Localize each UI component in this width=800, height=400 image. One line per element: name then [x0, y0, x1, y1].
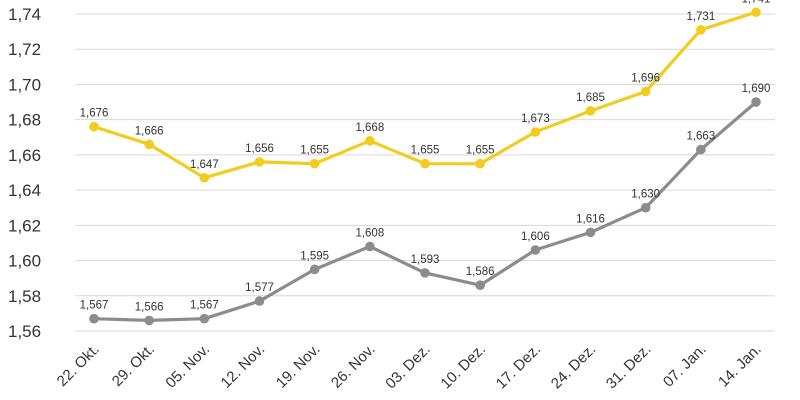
data-label: 1,690	[742, 83, 771, 95]
y-tick-label: 1,62	[8, 216, 41, 235]
x-tick-label: 17. Dez.	[493, 341, 545, 393]
y-tick-label: 1,60	[8, 252, 41, 271]
data-label: 1,566	[135, 301, 164, 313]
data-point	[365, 136, 375, 146]
data-point	[89, 121, 99, 132]
x-tick-label: 03. Dez.	[382, 341, 434, 393]
data-label: 1,595	[300, 250, 329, 262]
x-tick-label: 24. Dez.	[548, 341, 600, 393]
data-label: 1,655	[411, 145, 440, 157]
x-tick-label: 05. Nov.	[162, 341, 213, 392]
data-label: 1,655	[466, 145, 495, 157]
y-tick-label: 1,70	[8, 75, 41, 94]
x-tick-label: 07. Jan.	[660, 341, 710, 391]
y-axis-ticks: 1,56 1,58 1,60 1,62 1,64 1,66 1,68 1,70 1,72 1,74	[8, 5, 41, 341]
x-tick-label: 19. Nov.	[273, 341, 324, 392]
data-label: 1,741	[742, 0, 771, 5]
series-lines	[89, 7, 761, 326]
data-label: 1,731	[686, 11, 715, 23]
data-labels: 1,676 1,666 1,647 1,656 1,655 1,668 1,655 1,655…	[80, 0, 771, 313]
gridlines	[75, 13, 775, 332]
x-tick-label: 29. Okt.	[109, 341, 158, 390]
data-point	[254, 296, 265, 306]
y-tick-label: 1,72	[8, 40, 41, 59]
data-label: 1,647	[190, 159, 219, 171]
data-label: 1,567	[80, 300, 109, 312]
data-label: 1,567	[190, 300, 219, 312]
data-label: 1,696	[631, 72, 660, 84]
data-point	[530, 245, 541, 255]
data-point	[420, 268, 430, 278]
data-label: 1,673	[521, 113, 550, 125]
data-point	[254, 157, 265, 167]
data-label: 1,577	[245, 282, 274, 294]
data-point	[199, 313, 210, 324]
data-point	[420, 158, 430, 169]
data-label: 1,616	[576, 213, 605, 225]
data-point	[585, 227, 596, 238]
data-point	[696, 25, 706, 35]
data-point	[199, 172, 210, 183]
x-tick-label: 22. Okt.	[54, 341, 103, 390]
data-point	[144, 139, 154, 150]
data-label: 1,685	[576, 92, 605, 104]
data-point	[751, 97, 761, 107]
data-point	[530, 127, 541, 137]
data-label: 1,676	[80, 108, 109, 120]
data-label: 1,608	[355, 227, 384, 239]
data-point	[475, 280, 485, 291]
data-label: 1,630	[631, 189, 660, 201]
data-point	[89, 313, 99, 324]
data-label: 1,593	[411, 254, 440, 266]
data-label: 1,586	[466, 266, 495, 278]
data-point	[365, 241, 375, 252]
data-label: 1,668	[355, 122, 384, 134]
y-tick-label: 1,68	[8, 111, 41, 130]
y-tick-label: 1,56	[8, 322, 41, 341]
data-point	[696, 144, 706, 155]
x-tick-label: 12. Nov.	[218, 341, 269, 392]
x-tick-label: 10. Dez.	[437, 341, 489, 393]
x-tick-label: 26. Nov.	[328, 341, 379, 392]
data-point	[751, 7, 761, 18]
data-point	[144, 315, 154, 326]
y-tick-label: 1,58	[8, 287, 41, 306]
data-label: 1,666	[135, 125, 164, 137]
data-point	[309, 264, 320, 275]
data-label: 1,655	[300, 145, 329, 157]
data-label: 1,656	[245, 143, 274, 155]
data-point	[640, 86, 651, 97]
data-point	[475, 158, 485, 169]
data-point	[309, 158, 320, 169]
series-line-2	[92, 100, 758, 322]
y-tick-label: 1,74	[8, 5, 41, 24]
data-label: 1,606	[521, 231, 550, 243]
y-tick-label: 1,66	[8, 146, 41, 165]
data-point	[585, 106, 596, 116]
x-axis-ticks: 22. Okt. 29. Okt. 05. Nov. 12. Nov. 19. Nov.…	[54, 341, 765, 393]
x-tick-label: 14. Jan.	[715, 341, 765, 391]
x-tick-label: 31. Dez.	[603, 341, 655, 393]
data-label: 1,663	[686, 131, 715, 143]
y-tick-label: 1,64	[8, 181, 41, 200]
data-point	[640, 202, 651, 213]
